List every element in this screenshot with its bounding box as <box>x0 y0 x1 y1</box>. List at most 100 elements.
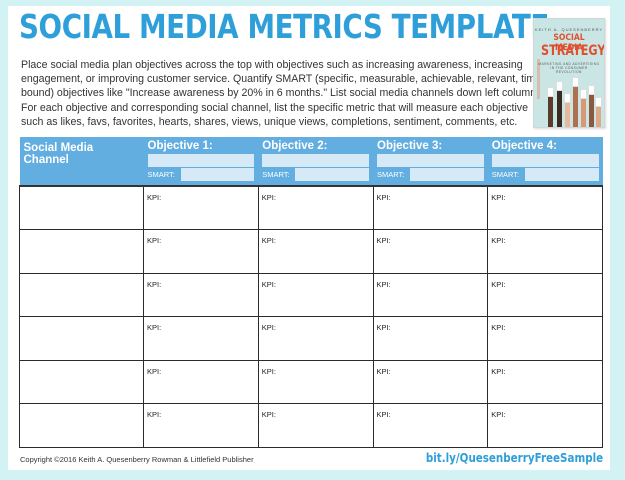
kpi-label: KPI: <box>147 236 162 245</box>
kpi-label: KPI: <box>491 236 506 245</box>
kpi-label: KPI: <box>261 193 276 202</box>
hand-illustration <box>573 85 578 127</box>
hand-illustration <box>581 97 586 127</box>
objective-header: Objective 4: SMART: <box>487 137 603 187</box>
book-title-line2: STRATEGY <box>541 43 605 59</box>
phone-illustration <box>564 93 571 103</box>
kpi-cell[interactable]: KPI: <box>257 229 374 274</box>
kpi-cell[interactable]: KPI: <box>487 359 603 404</box>
phone-illustration <box>595 97 602 107</box>
kpi-label: KPI: <box>376 236 391 245</box>
kpi-cell[interactable]: KPI: <box>143 359 259 404</box>
smart-label: SMART: <box>147 170 175 179</box>
kpi-label: KPI: <box>376 366 391 376</box>
kpi-label: KPI: <box>491 193 506 202</box>
kpi-cell[interactable]: KPI: <box>372 359 489 404</box>
channel-cell[interactable] <box>19 359 144 404</box>
kpi-cell[interactable]: KPI: <box>257 185 374 230</box>
objective-4-field[interactable] <box>491 154 599 167</box>
kpi-cell[interactable]: KPI: <box>143 403 259 448</box>
kpi-label: KPI: <box>491 366 506 376</box>
kpi-cell[interactable]: KPI: <box>487 316 603 361</box>
copyright-text: Copyright ©2016 Keith A. Quesenberry Row… <box>20 455 254 464</box>
kpi-cell[interactable]: KPI: <box>372 272 489 317</box>
phone-illustration <box>572 77 579 87</box>
kpi-label: KPI: <box>491 279 506 289</box>
book-subtitle: MARKETING AND ADVERTISING IN THE CONSUME… <box>538 62 600 74</box>
channel-cell[interactable] <box>19 185 144 230</box>
kpi-label: KPI: <box>261 323 276 332</box>
kpi-cell[interactable]: KPI: <box>257 403 374 448</box>
kpi-cell[interactable]: KPI: <box>487 185 603 230</box>
kpi-cell[interactable]: KPI: <box>372 229 489 274</box>
kpi-cell[interactable]: KPI: <box>143 272 259 317</box>
kpi-cell[interactable]: KPI: <box>257 359 374 404</box>
kpi-label: KPI: <box>147 193 162 202</box>
kpi-label: KPI: <box>491 410 506 419</box>
table-row: KPI: KPI: KPI: KPI: <box>19 272 603 317</box>
phone-illustration <box>580 89 587 99</box>
smart-1-field[interactable] <box>180 168 255 181</box>
channel-column-header: Social Media Channel <box>19 137 144 187</box>
objective-label: Objective 3: <box>377 140 443 152</box>
smart-label: SMART: <box>491 170 520 179</box>
objective-3-field[interactable] <box>377 154 484 167</box>
kpi-label: KPI: <box>376 279 391 289</box>
kpi-label: KPI: <box>147 410 162 419</box>
kpi-cell[interactable]: KPI: <box>487 403 603 448</box>
kpi-label: KPI: <box>376 410 391 419</box>
channel-cell[interactable] <box>19 229 144 274</box>
sample-link[interactable]: bit.ly/QuesenberryFreeSample <box>425 451 603 465</box>
objective-2-field[interactable] <box>262 154 369 167</box>
channel-cell[interactable] <box>19 316 144 361</box>
smart-2-field[interactable] <box>295 168 369 181</box>
table-row: KPI: KPI: KPI: KPI: <box>19 359 603 404</box>
kpi-cell[interactable]: KPI: <box>372 403 489 448</box>
kpi-cell[interactable]: KPI: <box>143 316 259 361</box>
kpi-cell[interactable]: KPI: <box>257 272 374 317</box>
kpi-cell[interactable]: KPI: <box>372 316 489 361</box>
hand-illustration <box>557 89 562 127</box>
table-row: KPI: KPI: KPI: KPI: <box>19 316 603 361</box>
smart-label: SMART: <box>377 170 405 179</box>
book-cover-image: KEITH A. QUESENBERRY SOCIAL MEDIA STRATE… <box>533 18 605 128</box>
kpi-label: KPI: <box>376 193 391 202</box>
kpi-label: KPI: <box>376 323 391 332</box>
intro-line: Place social media plan objectives acros… <box>21 59 523 71</box>
objective-1-field[interactable] <box>147 154 255 167</box>
kpi-label: KPI: <box>261 410 276 419</box>
kpi-cell[interactable]: KPI: <box>143 185 259 230</box>
objective-label: Objective 4: <box>491 140 557 152</box>
intro-line: such as likes, favs, favorites, hearts, … <box>21 115 518 128</box>
smart-4-field[interactable] <box>524 168 599 181</box>
kpi-label: KPI: <box>261 366 276 376</box>
table-row: KPI: KPI: KPI: KPI: <box>19 229 603 274</box>
intro-line: For each objective and corresponding soc… <box>21 101 528 114</box>
kpi-label: KPI: <box>491 323 506 332</box>
hand-illustration <box>596 105 601 127</box>
table-row: KPI: KPI: KPI: KPI: <box>19 185 603 230</box>
phone-illustration <box>588 85 595 95</box>
intro-paragraph: Place social media plan objectives acros… <box>21 58 541 129</box>
intro-line: bound) objectives like "Increase awarene… <box>21 87 540 100</box>
phone-illustration <box>547 87 554 97</box>
kpi-cell[interactable]: KPI: <box>372 185 489 230</box>
hand-illustration <box>548 95 553 127</box>
smart-3-field[interactable] <box>410 168 484 181</box>
objective-label: Objective 1: <box>147 140 213 152</box>
kpi-cell[interactable]: KPI: <box>487 229 603 274</box>
phone-illustration <box>556 81 563 91</box>
table-header-row: Social Media Channel Objective 1: SMART:… <box>19 137 603 187</box>
channel-cell[interactable] <box>19 403 144 448</box>
objective-label: Objective 2: <box>262 140 328 152</box>
kpi-label: KPI: <box>147 323 162 332</box>
kpi-cell[interactable]: KPI: <box>143 229 259 274</box>
kpi-cell[interactable]: KPI: <box>487 272 603 317</box>
kpi-cell[interactable]: KPI: <box>257 316 374 361</box>
book-author: KEITH A. QUESENBERRY <box>534 27 604 32</box>
hand-illustration <box>589 93 594 127</box>
table-row: KPI: KPI: KPI: KPI: <box>19 403 603 448</box>
kpi-label: KPI: <box>147 366 162 376</box>
channel-cell[interactable] <box>19 272 144 317</box>
book-title-line1: SOCIAL MEDIA <box>553 33 585 53</box>
